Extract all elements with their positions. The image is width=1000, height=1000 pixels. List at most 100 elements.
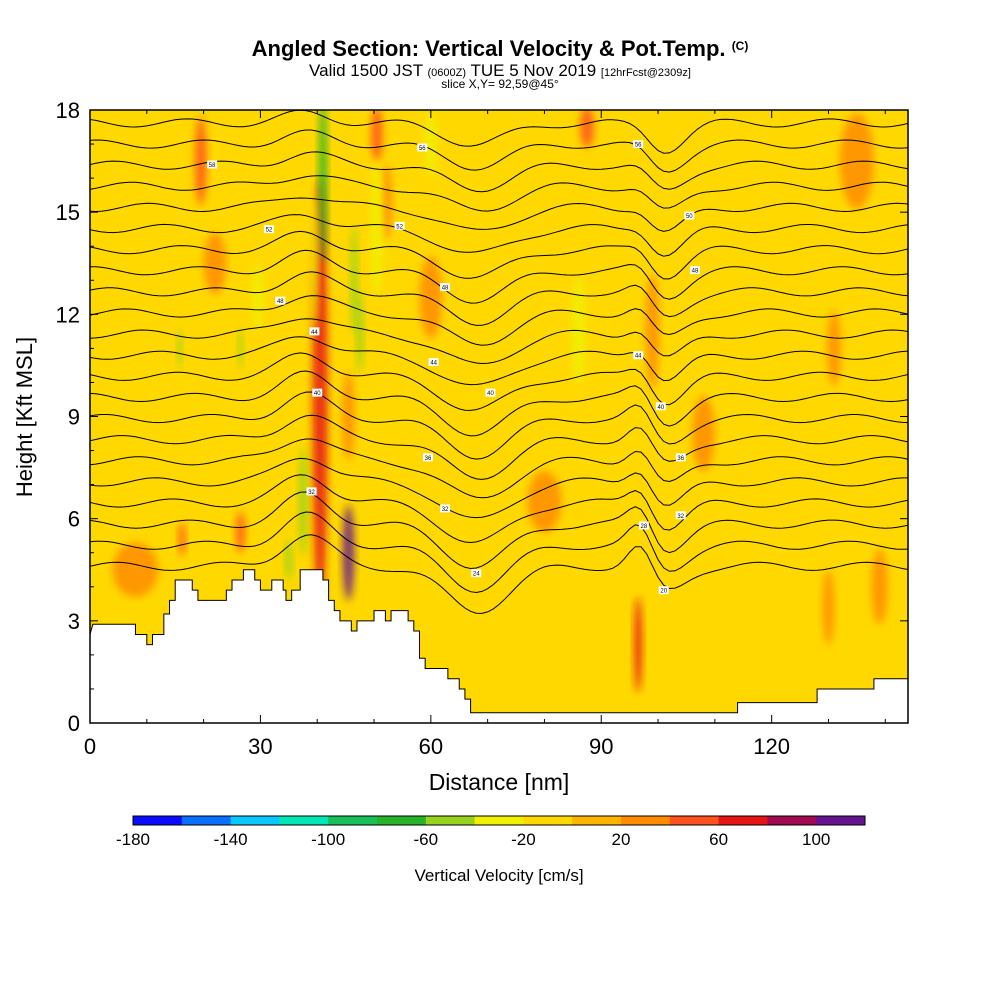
isentrope-label-11: 44	[428, 358, 439, 367]
colorbar-swatch	[279, 816, 329, 825]
colorbar-swatch	[816, 816, 866, 825]
svg-text:44: 44	[311, 330, 318, 336]
downdraft-cell-2	[299, 447, 307, 557]
x-tick-label: 90	[589, 734, 613, 759]
colorbar-swatch	[133, 816, 183, 825]
svg-text:32: 32	[442, 507, 449, 513]
colorbar-tick-label: -100	[311, 830, 345, 849]
isentrope-line-15	[90, 249, 908, 304]
svg-text:32: 32	[308, 490, 315, 496]
isentrope-line-4	[90, 474, 908, 544]
colorbar-tick-label: -60	[414, 830, 439, 849]
updraft-cell-12	[827, 310, 841, 386]
updraft-cell-10	[380, 164, 393, 240]
isentrope-line-6	[90, 438, 908, 499]
downdraft-cell-6	[285, 539, 293, 580]
colorbar-swatch	[572, 816, 622, 825]
updraft-cell-19	[419, 256, 443, 339]
isentrope-label-22: 24	[471, 569, 482, 578]
isentrope-line-3	[90, 491, 908, 570]
svg-text:44: 44	[430, 361, 437, 367]
isentrope-line-12	[90, 318, 908, 365]
colorbar-swatch	[767, 816, 817, 825]
isentrope-labels: 58 56 56 52 52 50 48 48 48 44 44 44 40 40 40 36 36 32 32 32…	[207, 140, 700, 595]
isentrope-line-8	[90, 391, 908, 460]
updraft-cell-4	[195, 116, 207, 206]
isentrope-label-16: 36	[422, 453, 433, 462]
svg-text:36: 36	[425, 456, 432, 462]
isentrope-line-22	[90, 110, 908, 154]
velocity-cells	[112, 110, 888, 693]
downdraft-cell-11	[425, 110, 437, 179]
svg-text:28: 28	[641, 524, 648, 530]
x-axis-label: Distance [nm]	[429, 769, 570, 795]
updraft-cell-20	[692, 396, 715, 471]
isentrope-line-5	[90, 457, 908, 519]
svg-text:48: 48	[277, 299, 284, 305]
isentrope-line-9	[90, 370, 908, 437]
svg-text:32: 32	[677, 514, 684, 520]
colorbar-tick-label: 100	[802, 830, 830, 849]
svg-text:24: 24	[473, 572, 480, 578]
downdraft-cell-5	[310, 195, 318, 332]
updraft-cell-13	[871, 549, 888, 625]
svg-text:20: 20	[660, 589, 667, 595]
isentrope-line-1	[90, 534, 908, 614]
colorbar-swatch	[181, 816, 232, 825]
isentropes	[90, 110, 908, 614]
isentrope-label-7: 48	[689, 266, 700, 275]
downdraft-cell-7	[177, 327, 183, 369]
svg-text:48: 48	[442, 286, 449, 292]
colorbar-tick-label: -20	[511, 830, 536, 849]
isentrope-line-2	[90, 511, 908, 594]
y-tick-label: 3	[68, 609, 80, 634]
isentrope-label-10: 44	[309, 327, 320, 336]
isentrope-line-19	[90, 175, 908, 212]
colorbar-swatch	[621, 816, 671, 825]
updraft-cell-15	[527, 470, 562, 533]
svg-text:40: 40	[487, 391, 494, 397]
colorbar-swatch	[523, 816, 573, 825]
isentrope-line-7	[90, 414, 908, 480]
plot-area: 58 56 56 52 52 50 48 48 48 44 44 44 40 40 40 36 36 32 32 32…	[89, 109, 909, 724]
downdraft-cell-9	[371, 161, 383, 298]
downdraft-cell-10	[571, 276, 586, 386]
isentrope-label-20: 32	[675, 511, 686, 520]
colorbar-tick-label: 20	[612, 830, 631, 849]
x-axis: 0 30 60 90 120	[84, 110, 886, 759]
isentrope-line-14	[90, 271, 908, 326]
isentrope-label-9: 48	[440, 283, 451, 292]
y-tick-label: 9	[68, 405, 80, 430]
isentrope-line-20	[90, 151, 908, 193]
isentrope-label-4: 52	[263, 225, 274, 234]
svg-text:44: 44	[635, 354, 642, 360]
updraft-cell-6	[580, 110, 594, 148]
downdraft-cell-8	[238, 327, 243, 369]
isentrope-label-23: 20	[658, 586, 669, 595]
isentrope-label-15: 40	[655, 402, 666, 411]
svg-text:48: 48	[692, 269, 699, 275]
updraft-cell-2	[342, 505, 355, 601]
svg-text:58: 58	[209, 163, 216, 169]
updraft-cell-14	[822, 569, 835, 645]
isentrope-label-2: 56	[417, 143, 428, 152]
colorbar-tick-label: 60	[709, 830, 728, 849]
colorbar-swatch	[718, 816, 768, 825]
colorbar-tick-label: -180	[116, 830, 150, 849]
svg-text:36: 36	[677, 456, 684, 462]
isentrope-line-13	[90, 295, 908, 346]
colorbar-swatch	[474, 816, 524, 825]
slice-info: slice X,Y= 92,59@45°	[441, 77, 559, 91]
isentrope-label-6: 50	[684, 211, 695, 220]
colorbar-swatch	[328, 816, 378, 825]
svg-text:52: 52	[266, 228, 273, 234]
isentrope-line-17	[90, 214, 908, 257]
y-axis-label: Height [Kft MSL]	[12, 337, 37, 497]
updraft-cell-7	[235, 511, 246, 553]
isentrope-label-12: 44	[633, 351, 644, 360]
colorbar-label: Vertical Velocity [cm/s]	[414, 866, 583, 885]
y-tick-label: 18	[56, 98, 80, 123]
isentrope-label-13: 40	[312, 388, 323, 397]
